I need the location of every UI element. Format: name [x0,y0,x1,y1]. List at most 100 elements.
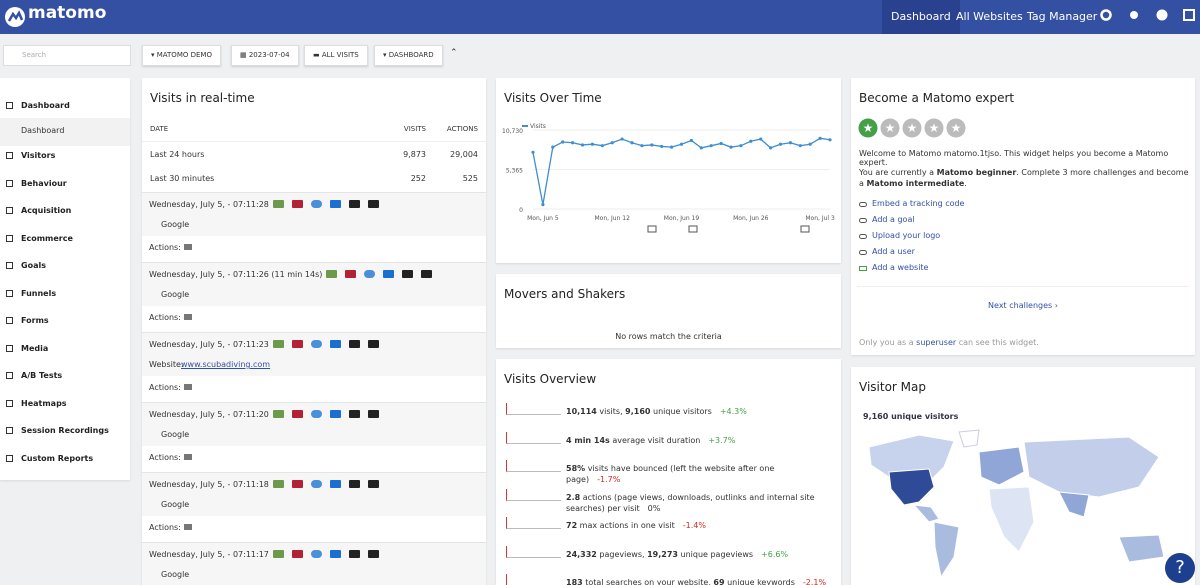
map-widget: Visitor Map 9,160 unique visitors ? [851,367,1195,585]
point[interactable] [620,137,624,141]
point[interactable] [630,141,634,145]
next-link[interactable]: Next challenges › [988,301,1058,310]
legend-label[interactable]: Visits [530,123,546,130]
widget-title: Movers and Shakers [504,287,626,301]
sidebar-item[interactable]: Session Recordings [21,426,109,435]
site-selector[interactable]: ▾ MATOMO DEMO [142,45,221,66]
point[interactable] [650,143,654,147]
point[interactable] [640,144,644,148]
sidebar-icon [6,262,13,269]
challenge-link[interactable]: Add a user [872,247,915,256]
visit-icon [368,200,379,208]
button-label: DASHBOARD [388,51,434,59]
point[interactable] [600,144,604,148]
point[interactable] [759,137,763,141]
sidebar-item[interactable]: Heatmaps [21,399,67,408]
visit-time: Wednesday, July 5, - 07:11:18 [149,480,269,489]
sidebar-item[interactable]: Dashboard [21,101,70,110]
header-icons[interactable] [1096,9,1196,25]
actions-label: Actions: [149,313,181,322]
point[interactable] [818,136,822,140]
y-tick-label: 0 [519,207,523,214]
button-label: ALL VISITS [321,51,359,59]
point[interactable] [828,138,832,142]
visit-bg [142,402,486,446]
annotation-icon[interactable] [800,225,810,233]
link[interactable]: superuser [916,338,957,347]
visit-icon [364,270,375,278]
point[interactable] [749,139,753,143]
sidebar-item[interactable]: Visitors [21,151,56,160]
challenge-link[interactable]: Add a website [872,263,929,272]
sparkline [506,403,561,415]
challenge-link[interactable]: Embed a tracking code [872,199,965,208]
point[interactable] [808,142,812,146]
challenge-link[interactable]: Add a goal [872,215,915,224]
point[interactable] [541,202,545,207]
footer-text: Only you as a superuser can see this wid… [859,338,1039,347]
x-tick-label: Mon, Jul 3 [805,215,835,222]
sidebar-subitem[interactable]: Dashboard [21,126,65,135]
website-link[interactable]: www.scubadiving.com [181,360,271,369]
sidebar-item[interactable]: Behaviour [21,179,67,188]
sidebar-item[interactable]: Custom Reports [21,454,94,463]
point[interactable] [719,141,723,146]
point[interactable] [571,141,575,145]
text: . [964,179,967,188]
point[interactable] [778,142,783,146]
point[interactable] [798,144,802,148]
x-tick-label: Mon, Jun 12 [595,215,631,222]
visit-icon [311,410,322,418]
annotation-icon[interactable] [647,225,657,233]
point[interactable] [660,144,664,149]
date-selector[interactable]: ▦ 2023-07-04 [231,45,299,66]
challenge-icon [859,234,867,239]
challenge-link[interactable]: Upload your logo [872,231,941,240]
point[interactable] [580,143,585,147]
visit-icon [330,480,341,488]
point[interactable] [739,144,743,148]
point[interactable] [551,145,555,149]
metric-value: 24,332 [566,549,597,559]
point[interactable] [531,150,535,154]
nav-item[interactable]: Dashboard [882,0,960,34]
point[interactable] [610,141,614,145]
point[interactable] [699,146,703,150]
annotation-icon[interactable] [688,225,698,233]
point[interactable] [709,144,713,148]
metric-value: 58% [566,464,586,473]
sidebar-icon [6,372,13,379]
sidebar-item[interactable]: Forms [21,316,49,325]
metric-change: -2.1% [802,578,827,585]
search-box[interactable]: Search [3,45,131,66]
sidebar-item[interactable]: Funnels [21,289,57,298]
nav-item[interactable]: All Websites [956,10,1023,23]
visit-icon [330,410,341,418]
sidebar-item[interactable]: Media [21,344,49,353]
point[interactable] [590,142,594,146]
visit-time: Wednesday, July 5, - 07:11:17 [149,550,269,559]
sidebar-item[interactable]: Acquisition [21,206,72,215]
referrer: Google [161,500,190,509]
segment-selector[interactable]: ▬ ALL VISITS [304,45,368,66]
actions-label: Actions: [149,523,181,532]
point[interactable] [689,138,693,143]
collapse-icon[interactable]: ⌃ [450,48,458,58]
sidebar-item[interactable]: Ecommerce [21,234,73,243]
sidebar-item[interactable]: A/B Tests [21,371,63,380]
dashboard-selector[interactable]: ▾ DASHBOARD [374,45,443,66]
help-button[interactable]: ? [1165,553,1195,583]
sidebar-icon [6,317,13,324]
metric-change: -1.7% [597,475,621,484]
point[interactable] [679,142,684,146]
referrer: Google [161,220,190,229]
point[interactable] [769,146,773,150]
sidebar-icon [6,152,13,159]
point[interactable] [729,145,733,149]
point[interactable] [561,140,565,144]
stars: ★ ★ ★ ★ ★ [858,118,966,138]
point[interactable] [670,145,674,149]
point[interactable] [788,141,792,145]
nav-item[interactable]: Tag Manager [1027,10,1098,23]
sidebar-item[interactable]: Goals [21,261,46,270]
